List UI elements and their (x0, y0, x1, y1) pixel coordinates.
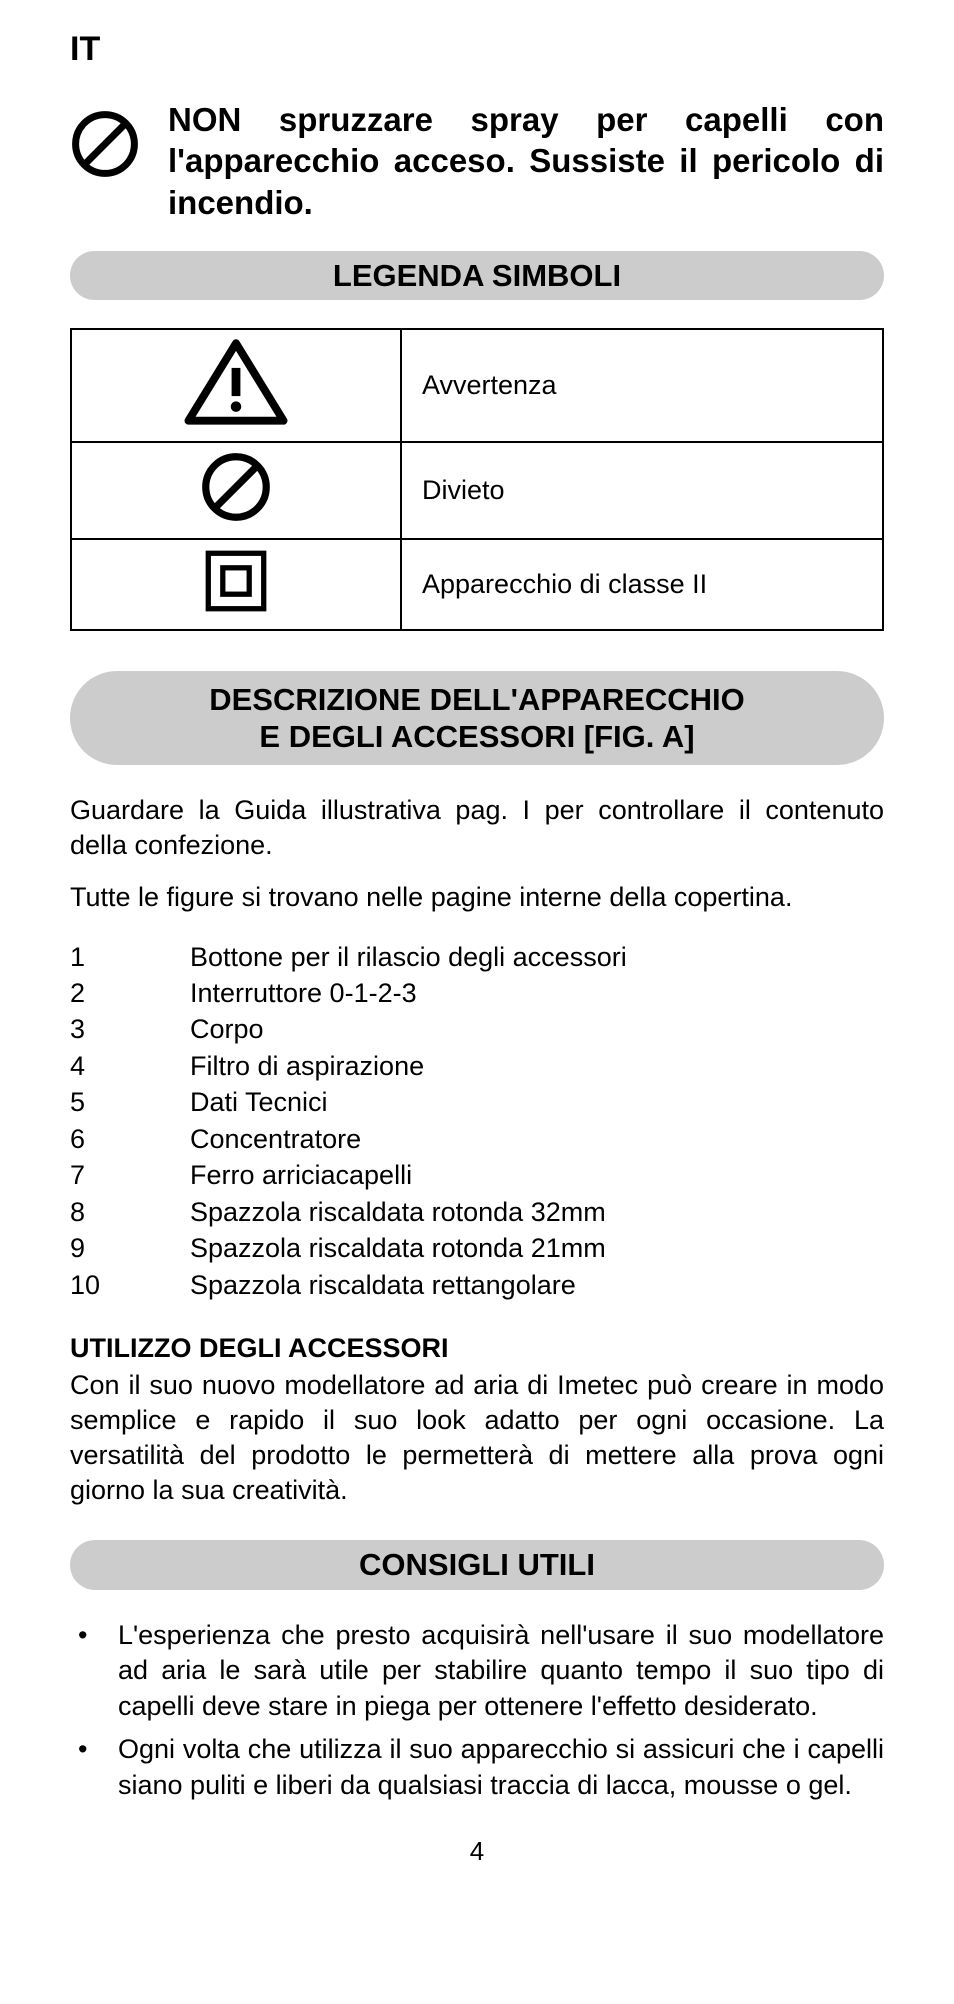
part-label: Spazzola riscaldata rotonda 21mm (190, 1230, 606, 1266)
section-title-line1: DESCRIZIONE DELL'APPARECCHIO (209, 682, 745, 717)
symbol-label: Apparecchio di classe II (401, 539, 883, 630)
warning-text: NON spruzzare spray per capelli con l'ap… (168, 99, 884, 223)
section-title-line2: E DEGLI ACCESSORI [FIG. A] (259, 719, 694, 754)
class2-icon (71, 539, 401, 630)
list-item: 2Interruttore 0-1-2-3 (70, 975, 884, 1011)
prohibition-icon (71, 442, 401, 539)
part-number: 4 (70, 1048, 190, 1084)
part-label: Dati Tecnici (190, 1084, 328, 1120)
part-number: 2 (70, 975, 190, 1011)
symbols-table: Avvertenza Divieto Apparecchio di classe… (70, 328, 884, 631)
part-label: Spazzola riscaldata rettangolare (190, 1267, 576, 1303)
part-label: Interruttore 0-1-2-3 (190, 975, 417, 1011)
table-row: Divieto (71, 442, 883, 539)
symbol-label: Divieto (401, 442, 883, 539)
bullet-icon: • (70, 1732, 118, 1803)
part-label: Ferro arriciacapelli (190, 1157, 412, 1193)
part-label: Concentratore (190, 1121, 361, 1157)
list-item: 8Spazzola riscaldata rotonda 32mm (70, 1194, 884, 1230)
part-label: Corpo (190, 1011, 264, 1047)
part-number: 9 (70, 1230, 190, 1266)
table-row: Apparecchio di classe II (71, 539, 883, 630)
section-header-tips: CONSIGLI UTILI (70, 1540, 884, 1589)
section-header-legend: LEGENDA SIMBOLI (70, 251, 884, 300)
list-item: • Ogni volta che utilizza il suo apparec… (70, 1732, 884, 1803)
part-number: 7 (70, 1157, 190, 1193)
list-item: 1Bottone per il rilascio degli accessori (70, 939, 884, 975)
description-paragraph: Tutte le figure si trovano nelle pagine … (70, 880, 884, 915)
symbol-label: Avvertenza (401, 329, 883, 442)
language-code: IT (70, 30, 884, 69)
part-label: Bottone per il rilascio degli accessori (190, 939, 627, 975)
part-number: 8 (70, 1194, 190, 1230)
parts-list: 1Bottone per il rilascio degli accessori… (70, 939, 884, 1303)
list-item: 10Spazzola riscaldata rettangolare (70, 1267, 884, 1303)
list-item: 5Dati Tecnici (70, 1084, 884, 1120)
accessories-paragraph: Con il suo nuovo modellatore ad aria di … (70, 1368, 884, 1508)
list-item: 3Corpo (70, 1011, 884, 1047)
tip-text: Ogni volta che utilizza il suo apparecch… (118, 1732, 884, 1803)
warning-block: NON spruzzare spray per capelli con l'ap… (70, 99, 884, 223)
part-label: Spazzola riscaldata rotonda 32mm (190, 1194, 606, 1230)
part-number: 10 (70, 1267, 190, 1303)
table-row: Avvertenza (71, 329, 883, 442)
section-header-description: DESCRIZIONE DELL'APPARECCHIO E DEGLI ACC… (70, 671, 884, 765)
part-number: 6 (70, 1121, 190, 1157)
list-item: 7Ferro arriciacapelli (70, 1157, 884, 1193)
warning-triangle-icon (71, 329, 401, 442)
part-number: 5 (70, 1084, 190, 1120)
list-item: 4Filtro di aspirazione (70, 1048, 884, 1084)
tips-list: • L'esperienza che presto acquisirà nell… (70, 1618, 884, 1804)
tip-text: L'esperienza che presto acquisirà nell'u… (118, 1618, 884, 1725)
bullet-icon: • (70, 1618, 118, 1725)
list-item: • L'esperienza che presto acquisirà nell… (70, 1618, 884, 1725)
list-item: 6Concentratore (70, 1121, 884, 1157)
list-item: 9Spazzola riscaldata rotonda 21mm (70, 1230, 884, 1266)
accessories-subheading: UTILIZZO DEGLI ACCESSORI (70, 1333, 884, 1364)
part-number: 3 (70, 1011, 190, 1047)
page-number: 4 (70, 1836, 884, 1867)
description-paragraph: Guardare la Guida illustrativa pag. I pe… (70, 793, 884, 863)
part-label: Filtro di aspirazione (190, 1048, 424, 1084)
prohibition-icon (70, 109, 140, 184)
part-number: 1 (70, 939, 190, 975)
